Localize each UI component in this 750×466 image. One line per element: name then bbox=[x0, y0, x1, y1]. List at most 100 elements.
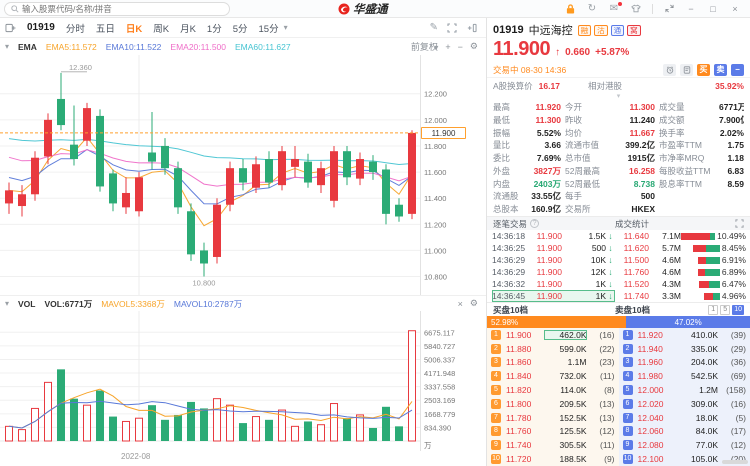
tick-volume: 1K bbox=[595, 291, 606, 301]
tick-price: 11.900 bbox=[536, 243, 562, 253]
ask-row[interactable]: 1 11.920 410.0K (39) bbox=[619, 328, 750, 342]
bid-price: 11.860 bbox=[506, 357, 532, 368]
ask-volume: 77.0K bbox=[695, 440, 718, 451]
price-up-arrow-icon: ↑ bbox=[555, 47, 561, 58]
stat-label bbox=[659, 203, 719, 216]
svg-text:11.200: 11.200 bbox=[424, 220, 446, 229]
refresh-icon[interactable]: ↻ bbox=[587, 3, 597, 14]
stock-search-box[interactable] bbox=[4, 1, 230, 16]
volume-settings-icon[interactable]: ⚙ bbox=[469, 298, 478, 308]
tick-row[interactable]: 14:36:29 11.900 12K ↓ bbox=[492, 266, 615, 278]
notes-icon[interactable] bbox=[680, 63, 693, 76]
period-tabs: 分时 五日 日K 周K 月K 1分 5分 15分 bbox=[66, 21, 279, 35]
bid-row[interactable]: 5 11.820 114.0K (8) bbox=[487, 383, 619, 397]
more-periods-dropdown[interactable]: ▾ bbox=[283, 23, 288, 32]
tab-月K[interactable]: 月K bbox=[180, 23, 196, 35]
depth-level-button-1[interactable]: 1 bbox=[708, 304, 719, 315]
zoom-out-icon[interactable]: − bbox=[457, 41, 463, 52]
ask-row[interactable]: 9 12.080 77.0K (12) bbox=[619, 438, 750, 452]
stat-value: HKEX bbox=[631, 204, 655, 215]
bid-row[interactable]: 9 11.740 305.5K (11) bbox=[487, 438, 619, 452]
candlestick-chart-area[interactable]: 12.200 12.000 11.800 11.600 11.400 11.200 11.0… bbox=[0, 55, 486, 295]
help-icon[interactable]: ? bbox=[530, 219, 540, 228]
stat-label: 交易所 bbox=[565, 204, 591, 215]
stat-value: 5.52% bbox=[536, 127, 561, 138]
tick-row[interactable]: 14:36:45 11.900 1K ↓ bbox=[492, 290, 615, 302]
tab-5分[interactable]: 5分 bbox=[232, 23, 248, 35]
ask-row[interactable]: 6 12.020 309.0K (16) bbox=[619, 397, 750, 411]
tick-row[interactable]: 14:36:25 11.900 500 ↓ bbox=[492, 242, 615, 254]
stat-value: 11.240 bbox=[629, 114, 655, 125]
close-button[interactable]: × bbox=[732, 3, 738, 14]
search-input[interactable] bbox=[22, 3, 223, 14]
volume-svg: 6675.117 5840.727 5006.337 4171.948 3337.558… bbox=[0, 311, 455, 451]
tab-周K[interactable]: 周K bbox=[153, 23, 170, 35]
ask-row[interactable]: 7 12.040 18.0K (5) bbox=[619, 411, 750, 425]
maximize-button[interactable]: □ bbox=[710, 3, 716, 14]
depth-level-button-5[interactable]: 5 bbox=[720, 304, 731, 315]
bid-price: 11.740 bbox=[506, 440, 532, 451]
depth-level-button-10[interactable]: 10 bbox=[732, 304, 744, 315]
trade-stat-price: 11.520 bbox=[623, 279, 649, 289]
tick-row[interactable]: 14:36:18 11.900 1.5K ↓ bbox=[492, 230, 615, 242]
chart-settings-icon[interactable]: ⚙ bbox=[469, 41, 478, 51]
tick-row[interactable]: 14:36:32 11.900 1K ↓ bbox=[492, 278, 615, 290]
tab-1分[interactable]: 1分 bbox=[206, 23, 222, 35]
ask-row[interactable]: 4 11.980 542.5K (69) bbox=[619, 369, 750, 383]
trade-stat-row[interactable]: 11.740 3.3M 4.96% bbox=[617, 290, 746, 302]
svg-text:10.800: 10.800 bbox=[193, 279, 216, 288]
bid-row[interactable]: 1 11.900 462.0K (16) bbox=[487, 328, 619, 342]
bid-row[interactable]: 6 11.800 209.5K (13) bbox=[487, 397, 619, 411]
ask-row[interactable]: 5 12.000 1.2M (158) bbox=[619, 383, 750, 397]
lock-icon[interactable] bbox=[564, 3, 576, 15]
tab-15分[interactable]: 15分 bbox=[258, 23, 279, 35]
quick-buy-button[interactable]: 买 bbox=[697, 63, 710, 76]
bid-broker-count: (16) bbox=[599, 329, 615, 340]
collapse-indicator-icon[interactable]: ▾ bbox=[5, 42, 10, 51]
price-alert-icon[interactable] bbox=[663, 63, 676, 76]
stat-value: 8.738 bbox=[633, 178, 655, 189]
volume-distribution-bar bbox=[681, 232, 716, 240]
bid-row[interactable]: 10 11.720 188.5K (9) bbox=[487, 452, 619, 466]
quick-sell-button[interactable]: 卖 bbox=[714, 63, 727, 76]
tab-日K[interactable]: 日K bbox=[125, 23, 143, 35]
add-panel-icon[interactable] bbox=[466, 23, 477, 33]
tick-row[interactable]: 14:36:29 11.900 10K ↓ bbox=[492, 254, 615, 266]
ema-values: EMA5:11.572 EMA10:11.522 EMA20:11.500 EMA60… bbox=[46, 42, 291, 52]
close-volume-pane-icon[interactable]: × bbox=[457, 298, 463, 309]
fullscreen-icon[interactable] bbox=[447, 22, 457, 33]
market-status: 交易中 bbox=[493, 64, 519, 75]
bid-row[interactable]: 8 11.760 125.5K (12) bbox=[487, 425, 619, 439]
bid-row[interactable]: 2 11.880 599.0K (22) bbox=[487, 342, 619, 356]
horizontal-scrollbar[interactable] bbox=[722, 460, 748, 464]
ask-row[interactable]: 2 11.940 335.0K (29) bbox=[619, 342, 750, 356]
collapse-panel-button[interactable]: − bbox=[731, 63, 744, 76]
theme-skin-icon[interactable] bbox=[630, 3, 642, 15]
expand-ticks-icon[interactable] bbox=[735, 219, 744, 228]
add-window-icon[interactable] bbox=[5, 23, 16, 33]
ask-row[interactable]: 3 11.960 204.0K (36) bbox=[619, 356, 750, 370]
svg-text:12.000: 12.000 bbox=[424, 116, 447, 125]
draw-pencil-icon[interactable]: ✎ bbox=[429, 22, 438, 33]
collapse-window-icon[interactable] bbox=[663, 3, 675, 15]
trade-stat-row[interactable]: 11.620 5.7M 8.45% bbox=[617, 242, 746, 254]
ask-row[interactable]: 8 12.060 84.0K (17) bbox=[619, 425, 750, 439]
volume-chart-area[interactable]: 6675.117 5840.727 5006.337 4171.948 3337.558… bbox=[0, 311, 486, 451]
trade-stat-row[interactable]: 11.760 4.6M 6.89% bbox=[617, 266, 746, 278]
ask-row[interactable]: 10 12.100 105.0K(20) bbox=[619, 452, 750, 466]
trade-stat-row[interactable]: 11.500 4.6M 6.91% bbox=[617, 254, 746, 266]
collapse-volume-icon[interactable]: ▾ bbox=[5, 299, 10, 308]
bid-row[interactable]: 4 11.840 732.0K (11) bbox=[487, 369, 619, 383]
trade-stat-volume: 4.6M bbox=[662, 255, 681, 265]
bid-row[interactable]: 3 11.860 1.1M (23) bbox=[487, 356, 619, 370]
zoom-in-icon[interactable]: + bbox=[445, 41, 451, 52]
trade-stat-row[interactable]: 11.520 4.3M 6.47% bbox=[617, 278, 746, 290]
expand-stats-chevron-icon[interactable]: ▾ bbox=[616, 93, 621, 100]
trade-stat-row[interactable]: 11.640 7.1M 10.49% bbox=[617, 230, 746, 242]
tab-五日[interactable]: 五日 bbox=[95, 23, 115, 35]
minimize-button[interactable]: − bbox=[688, 3, 694, 14]
tab-分时[interactable]: 分时 bbox=[65, 23, 85, 35]
adjust-mode-select[interactable]: 前复权 ▾ bbox=[410, 42, 439, 52]
mail-icon[interactable]: ✉ bbox=[608, 1, 622, 15]
bid-row[interactable]: 7 11.780 152.5K (13) bbox=[487, 411, 619, 425]
